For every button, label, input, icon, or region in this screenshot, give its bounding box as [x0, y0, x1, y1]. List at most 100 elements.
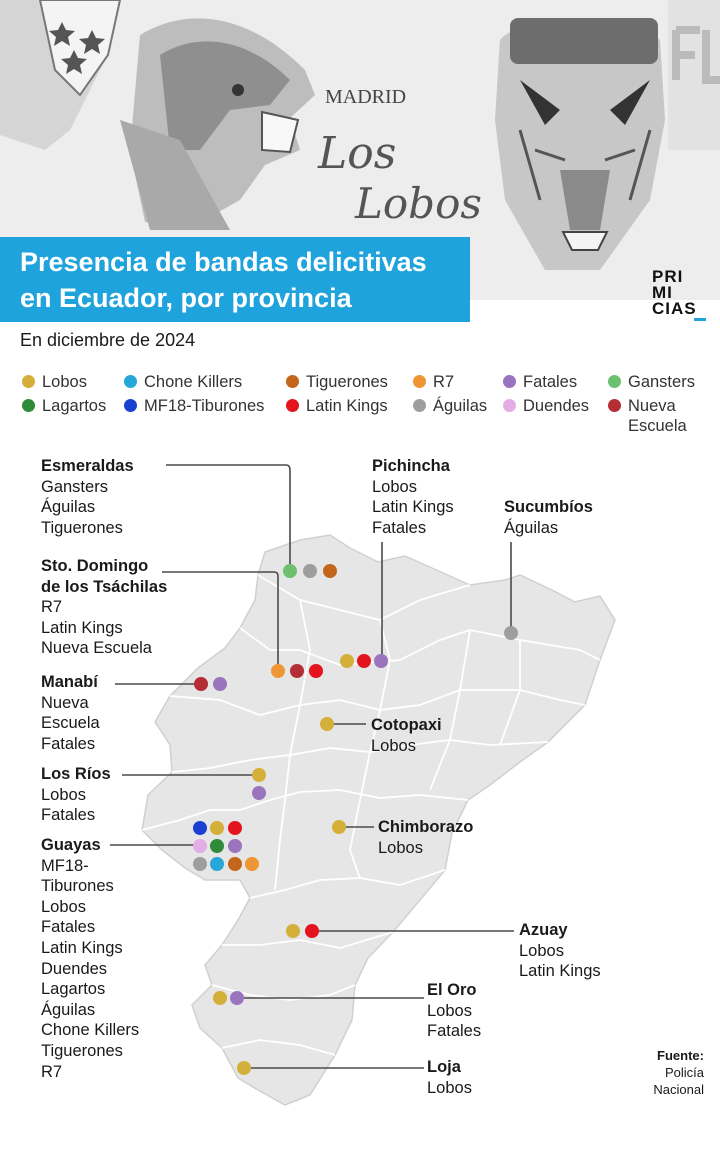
province-name: Cotopaxi: [371, 716, 442, 734]
legend-dot: [413, 399, 426, 412]
dot-guayas-r7: [245, 857, 259, 871]
gang-name: Fatales: [41, 806, 96, 825]
subtitle: En diciembre de 2024: [20, 330, 196, 350]
gang-name: Lobos: [427, 1078, 472, 1097]
gang-name: Latin Kings: [41, 618, 123, 637]
dot-guayas-duendes: [193, 839, 207, 853]
gang-name-line: Lobos: [41, 897, 86, 916]
legend-item-latin-kings: Latin Kings: [286, 396, 388, 416]
dot-pichincha-fatales: [374, 654, 388, 668]
gang-name: Nueva Escuela: [41, 639, 152, 658]
dot-guayas-lobos: [210, 821, 224, 835]
gang-name: Lobos: [371, 736, 416, 755]
header-illustration: MADRID Los Lobos: [0, 0, 720, 300]
legend-dot: [503, 399, 516, 412]
gang-name: Lobos: [519, 941, 564, 960]
title-box: Presencia de bandas delicitivas en Ecuad…: [0, 237, 470, 322]
legend-label-line-2: Escuela: [628, 417, 687, 435]
legend-label: Tiguerones: [306, 373, 388, 391]
gang-name-line: Escuela: [41, 714, 100, 733]
source-label: Fuente:: [657, 1048, 704, 1063]
province-name-line-1: Sto. Domingo: [41, 557, 149, 575]
legend-label: MF18-Tiburones: [144, 397, 265, 415]
province-label-loja: Loja Lobos: [427, 1057, 472, 1098]
province-label-pichincha: Pichincha Lobos Latin Kings Fatales: [372, 456, 454, 538]
dot-guayas-aguilas: [193, 857, 207, 871]
title-line-2: en Ecuador, por provincia: [20, 283, 352, 313]
province-name: Loja: [427, 1058, 461, 1076]
dot-azuay-latin-kings: [305, 924, 319, 938]
dot-santo-domingo-nueva-escuela: [290, 664, 304, 678]
gang-name: Latin Kings: [519, 962, 601, 981]
legend-item-mf18-tiburones: MF18-Tiburones: [124, 396, 264, 416]
legend-label: Lobos: [42, 373, 87, 391]
legend-label: Águilas: [433, 397, 488, 415]
dot-el-oro-fatales: [230, 991, 244, 1005]
legend-item-chone-killers: Chone Killers: [124, 372, 242, 392]
province-label-manabi: Manabí Nueva Escuela Fatales: [41, 672, 100, 754]
logo-accent: [694, 318, 706, 321]
logo-line-1: PRI: [652, 267, 684, 286]
legend-item-duendes: Duendes: [503, 396, 589, 416]
legend-item-fatales: Fatales: [503, 372, 577, 392]
banner-los-text: Los: [317, 128, 396, 179]
province-label-el-oro: El Oro Lobos Fatales: [427, 980, 481, 1042]
legend-dot: [22, 375, 35, 388]
legend-label: R7: [433, 373, 455, 391]
map-shape: [141, 534, 616, 1106]
legend-item-nueva-escuela: Nueva Escuela: [608, 396, 687, 438]
province-label-santo-domingo: Sto. Domingo de los Tsáchilas R7 Latin K…: [41, 556, 167, 659]
legend-label: Duendes: [523, 397, 590, 415]
legend-item-lagartos: Lagartos: [22, 396, 106, 416]
province-name: Sucumbíos: [504, 498, 593, 516]
dot-los-rios-fatales: [252, 786, 266, 800]
gang-name-line: Latin Kings: [41, 938, 123, 957]
legend-dot: [286, 399, 299, 412]
gang-name-line: Tiguerones: [41, 1041, 123, 1060]
legend-label-multiline: Nueva Escuela: [628, 396, 687, 436]
dot-esmeraldas-gansters: [283, 564, 297, 578]
dot-santo-domingo-r7: [271, 664, 285, 678]
gang-dots: [193, 564, 518, 1075]
dot-manabi-fatales: [213, 677, 227, 691]
legend-dot: [124, 399, 137, 412]
dot-loja-lobos: [237, 1061, 251, 1075]
legend-item-lobos: Lobos: [22, 372, 87, 392]
leader-santo-domingo: [162, 571, 279, 670]
dot-pichincha-latin-kings: [357, 654, 371, 668]
legend-dot: [503, 375, 516, 388]
legend-dot: [124, 375, 137, 388]
gang-name: R7: [41, 598, 63, 617]
dot-guayas-chone-killers: [210, 857, 224, 871]
province-name: Manabí: [41, 673, 98, 691]
leader-esmeraldas: [166, 464, 291, 570]
legend-label: Gansters: [628, 373, 695, 391]
legend-label: Fatales: [523, 373, 578, 391]
banner-lobos-text: Lobos: [354, 179, 482, 228]
legend-item-gansters: Gansters: [608, 372, 695, 392]
gang-name-line: MF18-: [41, 856, 89, 875]
source-note: Fuente: Policía Nacional: [620, 1047, 704, 1098]
legend-label: Lagartos: [42, 397, 107, 415]
dot-santo-domingo-latin-kings: [309, 664, 323, 678]
province-name: Los Ríos: [41, 765, 111, 783]
province-name: Pichincha: [372, 457, 450, 475]
province-label-los-rios: Los Ríos Lobos Fatales: [41, 764, 111, 826]
ecuador-map: [110, 464, 616, 1106]
gang-name: Lobos: [427, 1001, 472, 1020]
gang-name-line: R7: [41, 1062, 63, 1081]
title-line-1: Presencia de bandas delicitivas: [20, 247, 427, 277]
banner-madrid-text: MADRID: [325, 86, 406, 108]
province-label-chimborazo: Chimborazo Lobos: [378, 817, 473, 858]
province-name: Chimborazo: [378, 818, 474, 836]
gang-name-line: Duendes: [41, 959, 108, 978]
dot-los-rios-lobos: [252, 768, 266, 782]
province-label-guayas: Guayas MF18- Tiburones Lobos Fatales Lat…: [41, 835, 139, 1082]
legend-dot: [413, 375, 426, 388]
dot-el-oro-lobos: [213, 991, 227, 1005]
province-name: Esmeraldas: [41, 457, 134, 475]
logo-line-2: MI: [652, 283, 673, 302]
dot-sucumbios-aguilas: [504, 626, 518, 640]
legend-item-aguilas: Águilas: [413, 396, 487, 416]
dot-esmeraldas-aguilas: [303, 564, 317, 578]
